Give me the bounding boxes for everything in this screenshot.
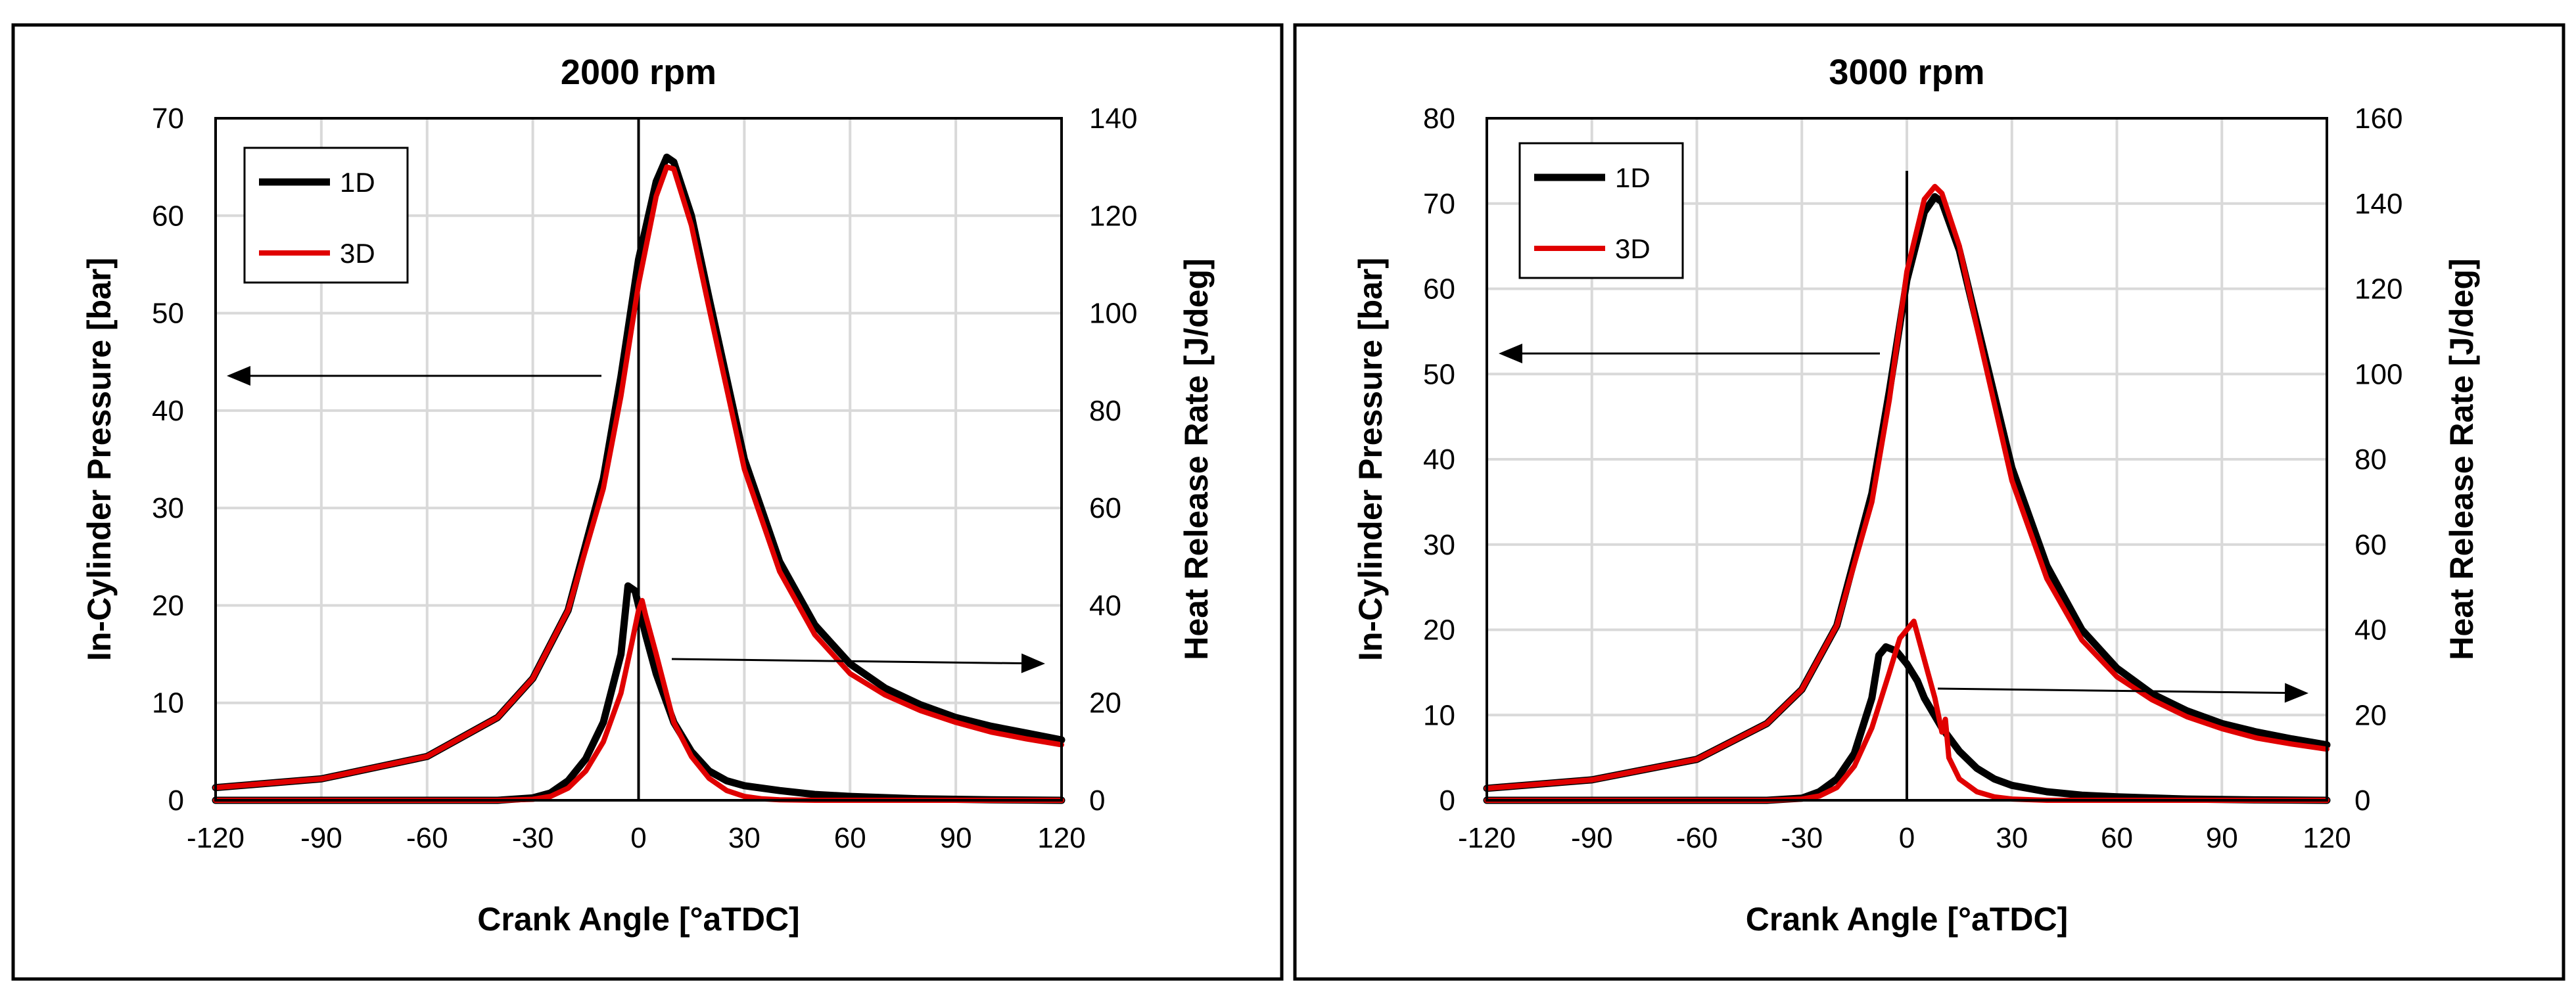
y-right-axis-title: Heat Release Rate [J/deg] xyxy=(2443,258,2480,660)
arrow-to-left-axis-head xyxy=(1499,344,1522,363)
y-left-tick-label: 10 xyxy=(152,687,184,719)
x-tick-label: -90 xyxy=(300,822,342,854)
legend-label-3D: 3D xyxy=(1615,233,1651,264)
arrow-to-right-axis-head xyxy=(2284,683,2308,703)
legend-box xyxy=(1518,142,1684,279)
y-left-tick-label: 0 xyxy=(1440,785,1455,817)
y-left-tick-label: 30 xyxy=(152,492,184,524)
x-tick-label: 0 xyxy=(630,822,646,854)
series-1D-heat-release-line xyxy=(212,582,1066,804)
plot-area xyxy=(1486,117,2328,802)
y-left-tick-label: 40 xyxy=(152,395,184,427)
arrow-to-right-axis-head xyxy=(1021,653,1045,673)
x-tick-label: -120 xyxy=(187,822,245,854)
y-left-tick-label: 60 xyxy=(152,200,184,232)
chart-title: 3000 rpm xyxy=(1829,53,1984,92)
x-axis-title: Crank Angle [°aTDC] xyxy=(1746,901,2068,938)
x-axis-title: Crank Angle [°aTDC] xyxy=(477,901,799,938)
series-3D-pressure-line xyxy=(213,164,1064,790)
y-right-tick-label: 0 xyxy=(2354,785,2370,817)
y-right-tick-label: 0 xyxy=(1089,785,1105,817)
y-left-tick-label: 10 xyxy=(1423,699,1455,731)
y-right-tick-label: 100 xyxy=(1089,298,1137,330)
x-tick-label: 60 xyxy=(2101,822,2133,854)
x-tick-label: 120 xyxy=(2303,822,2351,854)
chart-title: 2000 rpm xyxy=(561,53,716,92)
x-tick-label: 30 xyxy=(1996,822,2028,854)
y-right-tick-label: 20 xyxy=(1089,687,1121,719)
x-tick-label: 0 xyxy=(1899,822,1915,854)
y-right-tick-label: 60 xyxy=(2354,529,2387,561)
chart-panel-2: -120 -90 -60 -30 0 30 60 90 12001020304050607080… xyxy=(1293,23,2565,981)
y-left-tick-label: 40 xyxy=(1423,444,1455,476)
plot-area xyxy=(214,117,1063,802)
legend-label-1D: 1D xyxy=(1615,162,1651,193)
y-left-tick-label: 70 xyxy=(1423,188,1455,220)
series-3D-heat-release-line xyxy=(1484,618,2330,803)
y-right-tick-label: 100 xyxy=(2354,358,2402,390)
arrow-to-right-axis-line xyxy=(1937,687,2285,695)
x-tick-label: -120 xyxy=(1458,822,1516,854)
y-right-tick-label: 20 xyxy=(2354,699,2387,731)
x-tick-label: 120 xyxy=(1037,822,1085,854)
arrow-to-left-axis-head xyxy=(227,366,250,386)
legend-box xyxy=(243,147,409,284)
legend: 1D 3D xyxy=(243,147,409,284)
chart-panel-1: -120 -90 -60 -30 0 30 60 90 12001020304050607002… xyxy=(11,23,1284,981)
y-left-tick-label: 50 xyxy=(1423,358,1455,390)
y-left-tick-label: 60 xyxy=(1423,273,1455,306)
panel-border xyxy=(1293,23,2565,981)
x-tick-label: -60 xyxy=(406,822,448,854)
x-tick-label: -30 xyxy=(512,822,554,854)
legend: 1D 3D xyxy=(1518,142,1684,279)
y-left-axis-title: In-Cylinder Pressure [bar] xyxy=(81,258,118,661)
y-right-tick-label: 80 xyxy=(2354,444,2387,476)
y-left-axis-title: In-Cylinder Pressure [bar] xyxy=(1352,258,1389,661)
x-tick-label: 90 xyxy=(940,822,972,854)
arrow-to-right-axis-line xyxy=(671,658,1022,665)
y-left-tick-label: 50 xyxy=(152,298,184,330)
x-tick-label: -60 xyxy=(1676,822,1718,854)
panel-border xyxy=(11,23,1284,981)
x-tick-label: 90 xyxy=(2206,822,2238,854)
y-left-tick-label: 0 xyxy=(168,785,184,817)
y-right-tick-label: 120 xyxy=(1089,200,1137,232)
y-right-tick-label: 60 xyxy=(1089,492,1121,524)
y-left-tick-label: 20 xyxy=(1423,614,1455,647)
y-right-tick-label: 140 xyxy=(1089,102,1137,135)
legend-label-1D: 1D xyxy=(340,167,375,198)
y-right-axis-title: Heat Release Rate [J/deg] xyxy=(1178,258,1215,660)
x-tick-label: 30 xyxy=(728,822,761,854)
y-right-tick-label: 140 xyxy=(2354,188,2402,220)
y-left-tick-label: 20 xyxy=(152,589,184,622)
series-3D-pressure-line xyxy=(1484,183,2330,791)
y-right-tick-label: 40 xyxy=(1089,589,1121,622)
y-left-tick-label: 70 xyxy=(152,102,184,135)
y-right-tick-label: 80 xyxy=(1089,395,1121,427)
y-right-tick-label: 40 xyxy=(2354,614,2387,647)
x-tick-label: -30 xyxy=(1781,822,1823,854)
y-left-tick-label: 30 xyxy=(1423,529,1455,561)
x-tick-label: -90 xyxy=(1571,822,1613,854)
x-tick-label: 60 xyxy=(834,822,866,854)
y-left-tick-label: 80 xyxy=(1423,102,1455,135)
legend-label-3D: 3D xyxy=(340,238,375,269)
series-1D-heat-release-line xyxy=(1483,643,2331,804)
y-right-tick-label: 160 xyxy=(2354,102,2402,135)
y-right-tick-label: 120 xyxy=(2354,273,2402,306)
